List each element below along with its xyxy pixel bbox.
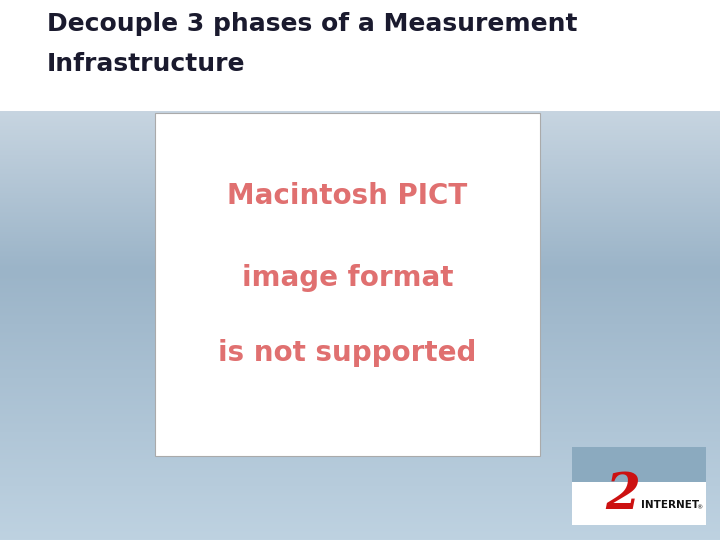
Text: 2: 2 xyxy=(606,471,640,519)
Text: is not supported: is not supported xyxy=(218,340,477,367)
Text: ®: ® xyxy=(696,505,702,510)
Text: Infrastructure: Infrastructure xyxy=(47,52,246,76)
Bar xyxy=(572,447,706,482)
Bar xyxy=(572,482,706,525)
Bar xyxy=(155,113,540,456)
Text: INTERNET: INTERNET xyxy=(641,500,698,510)
Text: image format: image format xyxy=(242,264,453,292)
Text: Decouple 3 phases of a Measurement: Decouple 3 phases of a Measurement xyxy=(47,12,577,36)
Bar xyxy=(0,0,720,111)
Text: Macintosh PICT: Macintosh PICT xyxy=(228,181,467,210)
